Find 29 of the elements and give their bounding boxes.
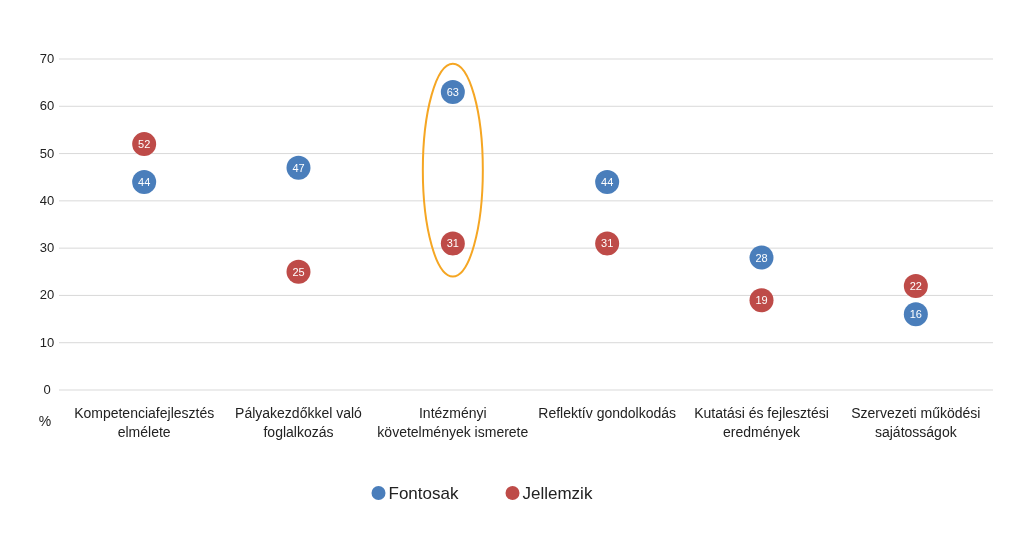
y-tick-label: 30	[39, 240, 55, 256]
y-tick-label: 0	[43, 382, 51, 397]
data-label: 16	[909, 308, 922, 321]
y-tick-label: 70	[39, 51, 55, 66]
data-label: 44	[138, 175, 151, 188]
data-label: 31	[601, 237, 614, 250]
legend-label: Jellemzik	[522, 484, 593, 503]
legend-label: Fontosak	[388, 484, 459, 503]
y-axis-title: %	[38, 413, 52, 429]
data-label: 52	[138, 138, 151, 151]
data-label: 25	[292, 265, 305, 278]
y-tick-label: 50	[39, 145, 55, 161]
x-tick-label: Szervezeti működési sajátosságok	[851, 405, 981, 440]
data-label: 28	[755, 251, 768, 264]
data-label: 22	[909, 279, 922, 292]
y-tick-label: 10	[39, 334, 55, 350]
x-tick-label: Intézményi követelmények ismerete	[377, 405, 529, 440]
y-tick-label: 20	[39, 287, 55, 303]
x-tick-label: Kutatási és fejlesztési eredmények	[694, 405, 829, 440]
y-tick-label: 40	[39, 192, 55, 208]
x-tick-label: Reflektív gondolkodás	[538, 405, 677, 421]
x-tick-label: Kompetenciafejlesztés elmélete	[74, 405, 215, 440]
data-label: 31	[446, 237, 459, 250]
data-label: 19	[755, 294, 768, 307]
data-label: 63	[446, 86, 459, 99]
x-tick-label: Pályakezdőkkel való foglalkozás	[235, 405, 363, 440]
y-tick-label: 60	[39, 98, 55, 114]
data-label: 44	[601, 175, 614, 188]
data-label: 47	[292, 161, 305, 174]
